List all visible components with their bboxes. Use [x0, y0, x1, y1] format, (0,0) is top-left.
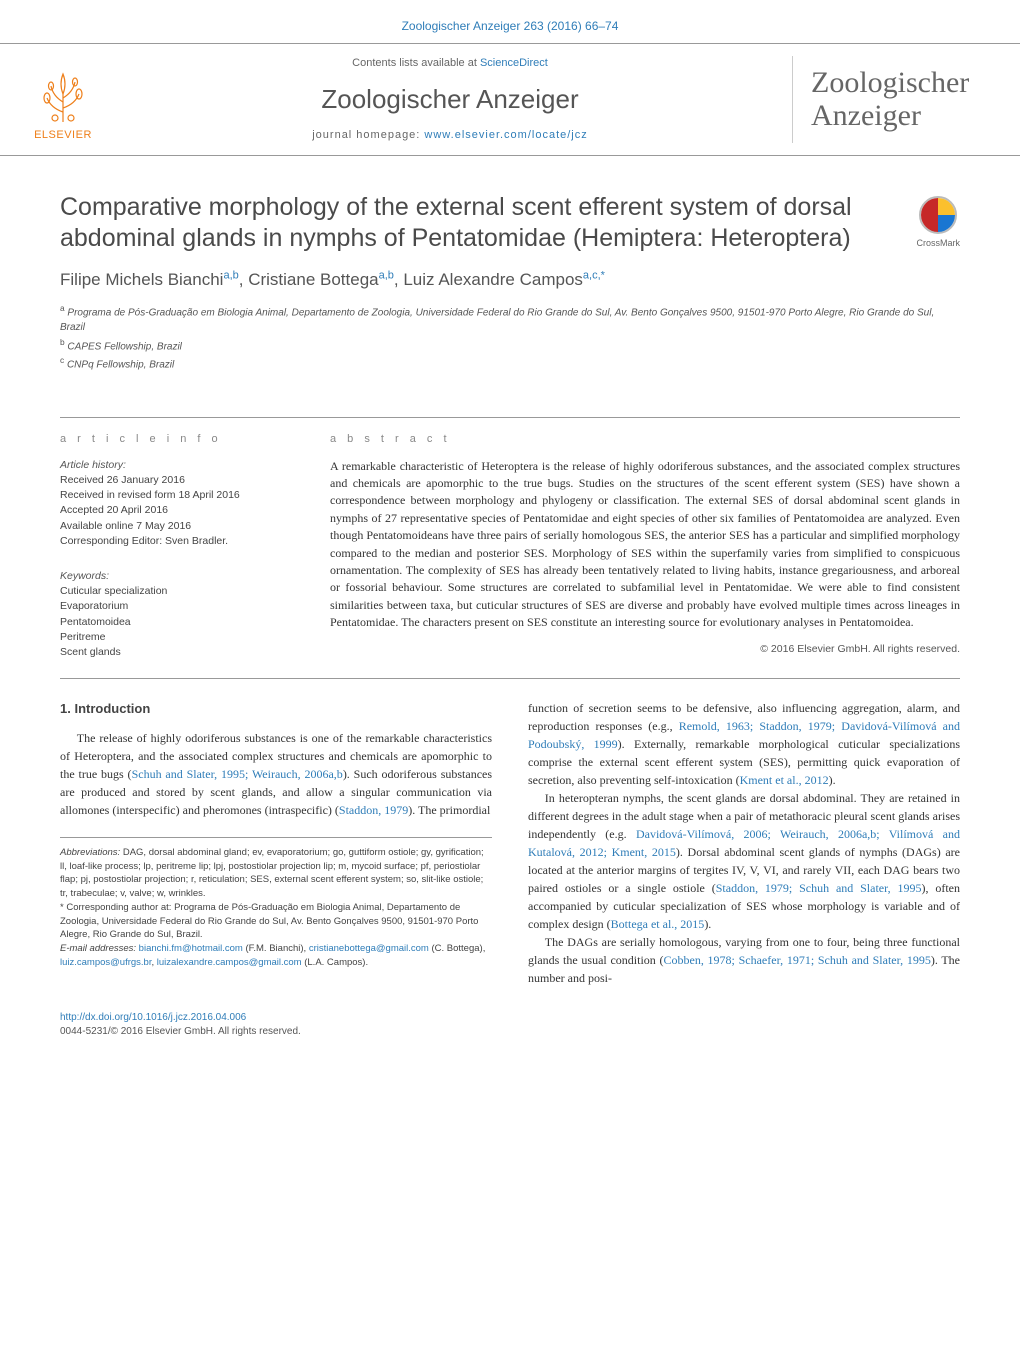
affiliation-a: a Programa de Pós-Graduação em Biologia … [60, 302, 960, 335]
email-n4: (L.A. Campos). [302, 957, 369, 968]
journal-logo-line2: Anzeiger [811, 99, 1002, 132]
col2-p1-post: ). [829, 773, 836, 787]
masthead-center: Contents lists available at ScienceDirec… [126, 56, 774, 143]
elsevier-tree-icon [33, 64, 93, 124]
journal-cover-title: Zoologischer Anzeiger [792, 56, 1002, 143]
keyword-2: Pentatomoidea [60, 616, 131, 628]
cite-staddon-schuh[interactable]: Staddon, 1979; Schuh and Slater, 1995 [716, 881, 922, 895]
intro-p1-post: ). The primordial [408, 803, 490, 817]
email-campos-1[interactable]: luiz.campos@ufrgs.br [60, 957, 151, 968]
homepage-prefix: journal homepage: [312, 129, 424, 141]
col2-p2: In heteropteran nymphs, the scent glands… [528, 789, 960, 933]
contents-prefix: Contents lists available at [352, 57, 480, 69]
intro-p1: The release of highly odoriferous substa… [60, 729, 492, 819]
info-abstract-row: a r t i c l e i n f o Article history: R… [60, 417, 960, 660]
authors: Filipe Michels Bianchia,b, Cristiane Bot… [60, 268, 960, 292]
email-label: E-mail addresses: [60, 943, 136, 954]
keyword-3: Peritreme [60, 631, 106, 643]
affiliation-b-text: CAPES Fellowship, Brazil [67, 341, 181, 352]
keyword-1: Evaporatorium [60, 600, 128, 612]
history-received: Received 26 January 2016 [60, 474, 185, 486]
emails: E-mail addresses: bianchi.fm@hotmail.com… [60, 942, 492, 970]
keyword-0: Cuticular specialization [60, 585, 167, 597]
col2-p3: The DAGs are serially homologous, varyin… [528, 933, 960, 987]
homepage-link[interactable]: www.elsevier.com/locate/jcz [424, 129, 587, 141]
col2-p1: function of secretion seems to be defens… [528, 699, 960, 789]
cite-staddon-1979[interactable]: Staddon, 1979 [339, 803, 408, 817]
abbrev-label: Abbreviations: [60, 847, 120, 858]
cite-schuh-weirauch[interactable]: Schuh and Slater, 1995; Weirauch, 2006a,… [132, 767, 343, 781]
abbrev-text: DAG, dorsal abdominal gland; ev, evapora… [60, 847, 484, 899]
intro-heading: 1. Introduction [60, 699, 492, 719]
article-info-col: a r t i c l e i n f o Article history: R… [60, 432, 290, 660]
affiliations: a Programa de Pós-Graduação em Biologia … [60, 302, 960, 373]
article-front: Comparative morphology of the external s… [0, 156, 1020, 393]
abstract-col: a b s t r a c t A remarkable characteris… [330, 432, 960, 660]
cite-bottega-2015[interactable]: Bottega et al., 2015 [611, 917, 705, 931]
affiliation-b: b CAPES Fellowship, Brazil [60, 336, 960, 355]
history-revised: Received in revised form 18 April 2016 [60, 489, 240, 501]
doi-link[interactable]: http://dx.doi.org/10.1016/j.jcz.2016.04.… [60, 1012, 246, 1023]
abstract-copyright: © 2016 Elsevier GmbH. All rights reserve… [330, 642, 960, 657]
body-col-right: function of secretion seems to be defens… [528, 699, 960, 987]
publisher-name: ELSEVIER [34, 128, 92, 143]
article-info-heading: a r t i c l e i n f o [60, 432, 290, 447]
email-n2: (C. Bottega), [429, 943, 486, 954]
history-online: Available online 7 May 2016 [60, 520, 191, 532]
contents-line: Contents lists available at ScienceDirec… [352, 56, 548, 71]
affiliation-c-text: CNPq Fellowship, Brazil [67, 360, 174, 371]
doi-block: http://dx.doi.org/10.1016/j.jcz.2016.04.… [0, 1011, 1020, 1063]
body-columns: 1. Introduction The release of highly od… [0, 679, 1020, 1011]
corr-text: Corresponding author at: Programa de Pós… [60, 902, 478, 941]
abstract-heading: a b s t r a c t [330, 432, 960, 447]
email-bianchi[interactable]: bianchi.fm@hotmail.com [139, 943, 243, 954]
keywords-block: Keywords: Cuticular specialization Evapo… [60, 569, 290, 660]
article-title: Comparative morphology of the external s… [60, 192, 896, 255]
history-accepted: Accepted 20 April 2016 [60, 504, 168, 516]
issn-line: 0044-5231/© 2016 Elsevier GmbH. All righ… [60, 1026, 301, 1037]
keywords-label: Keywords: [60, 570, 109, 582]
body-col-left: 1. Introduction The release of highly od… [60, 699, 492, 987]
email-n1: (F.M. Bianchi), [243, 943, 306, 954]
sciencedirect-link[interactable]: ScienceDirect [480, 57, 548, 69]
email-campos-2[interactable]: luizalexandre.campos@gmail.com [157, 957, 302, 968]
abbreviations: Abbreviations: DAG, dorsal abdominal gla… [60, 846, 492, 901]
crossmark-label: CrossMark [916, 237, 960, 250]
keyword-4: Scent glands [60, 646, 121, 658]
col2-p2-post: ). [704, 917, 711, 931]
affiliation-c: c CNPq Fellowship, Brazil [60, 354, 960, 373]
affiliation-a-text: Programa de Pós-Graduação em Biologia An… [60, 308, 934, 334]
journal-logo-line1: Zoologischer [811, 66, 1002, 99]
homepage-line: journal homepage: www.elsevier.com/locat… [312, 128, 588, 143]
corresponding-author: * Corresponding author at: Programa de P… [60, 901, 492, 942]
cite-kment-2012[interactable]: Kment et al., 2012 [740, 773, 829, 787]
publisher-block: ELSEVIER [18, 56, 108, 143]
footnotes: Abbreviations: DAG, dorsal abdominal gla… [60, 837, 492, 970]
crossmark-badge[interactable]: CrossMark [916, 196, 960, 250]
running-head: Zoologischer Anzeiger 263 (2016) 66–74 [0, 0, 1020, 43]
masthead: ELSEVIER Contents lists available at Sci… [0, 43, 1020, 156]
abstract-text: A remarkable characteristic of Heteropte… [330, 458, 960, 632]
history-block: Article history: Received 26 January 201… [60, 458, 290, 549]
email-bottega[interactable]: cristianebottega@gmail.com [309, 943, 429, 954]
history-editor: Corresponding Editor: Sven Bradler. [60, 535, 228, 547]
crossmark-icon [919, 196, 957, 234]
journal-title-center: Zoologischer Anzeiger [321, 81, 578, 117]
history-label: Article history: [60, 459, 126, 471]
cite-cobben[interactable]: Cobben, 1978; Schaefer, 1971; Schuh and … [664, 953, 931, 967]
